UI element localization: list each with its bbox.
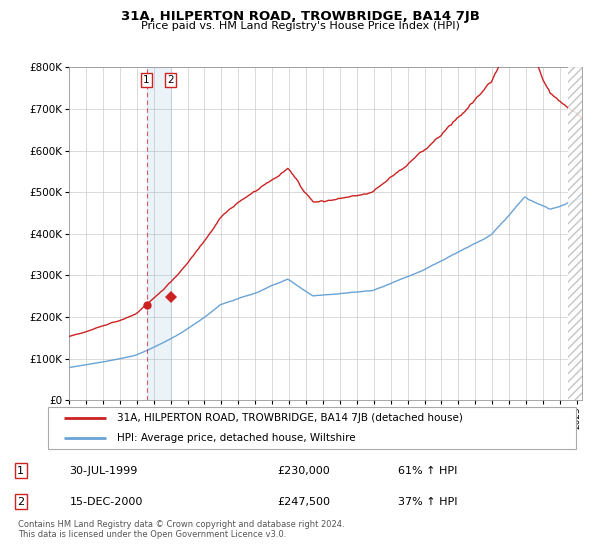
Text: 30-JUL-1999: 30-JUL-1999 <box>70 466 138 476</box>
Text: 1: 1 <box>143 74 150 85</box>
Text: 2: 2 <box>167 74 174 85</box>
Text: 2: 2 <box>17 497 24 507</box>
Text: 31A, HILPERTON ROAD, TROWBRIDGE, BA14 7JB: 31A, HILPERTON ROAD, TROWBRIDGE, BA14 7J… <box>121 10 479 23</box>
Text: 31A, HILPERTON ROAD, TROWBRIDGE, BA14 7JB (detached house): 31A, HILPERTON ROAD, TROWBRIDGE, BA14 7J… <box>116 413 463 423</box>
Text: 15-DEC-2000: 15-DEC-2000 <box>70 497 143 507</box>
Bar <box>568 67 582 400</box>
Text: £230,000: £230,000 <box>277 466 330 476</box>
Text: 61% ↑ HPI: 61% ↑ HPI <box>398 466 457 476</box>
Text: £247,500: £247,500 <box>277 497 330 507</box>
Text: Price paid vs. HM Land Registry's House Price Index (HPI): Price paid vs. HM Land Registry's House … <box>140 21 460 31</box>
Text: 37% ↑ HPI: 37% ↑ HPI <box>398 497 457 507</box>
FancyBboxPatch shape <box>48 407 576 449</box>
Text: Contains HM Land Registry data © Crown copyright and database right 2024.
This d: Contains HM Land Registry data © Crown c… <box>18 520 344 539</box>
Text: HPI: Average price, detached house, Wiltshire: HPI: Average price, detached house, Wilt… <box>116 433 355 443</box>
Text: 1: 1 <box>17 466 24 476</box>
Bar <box>146 67 170 400</box>
